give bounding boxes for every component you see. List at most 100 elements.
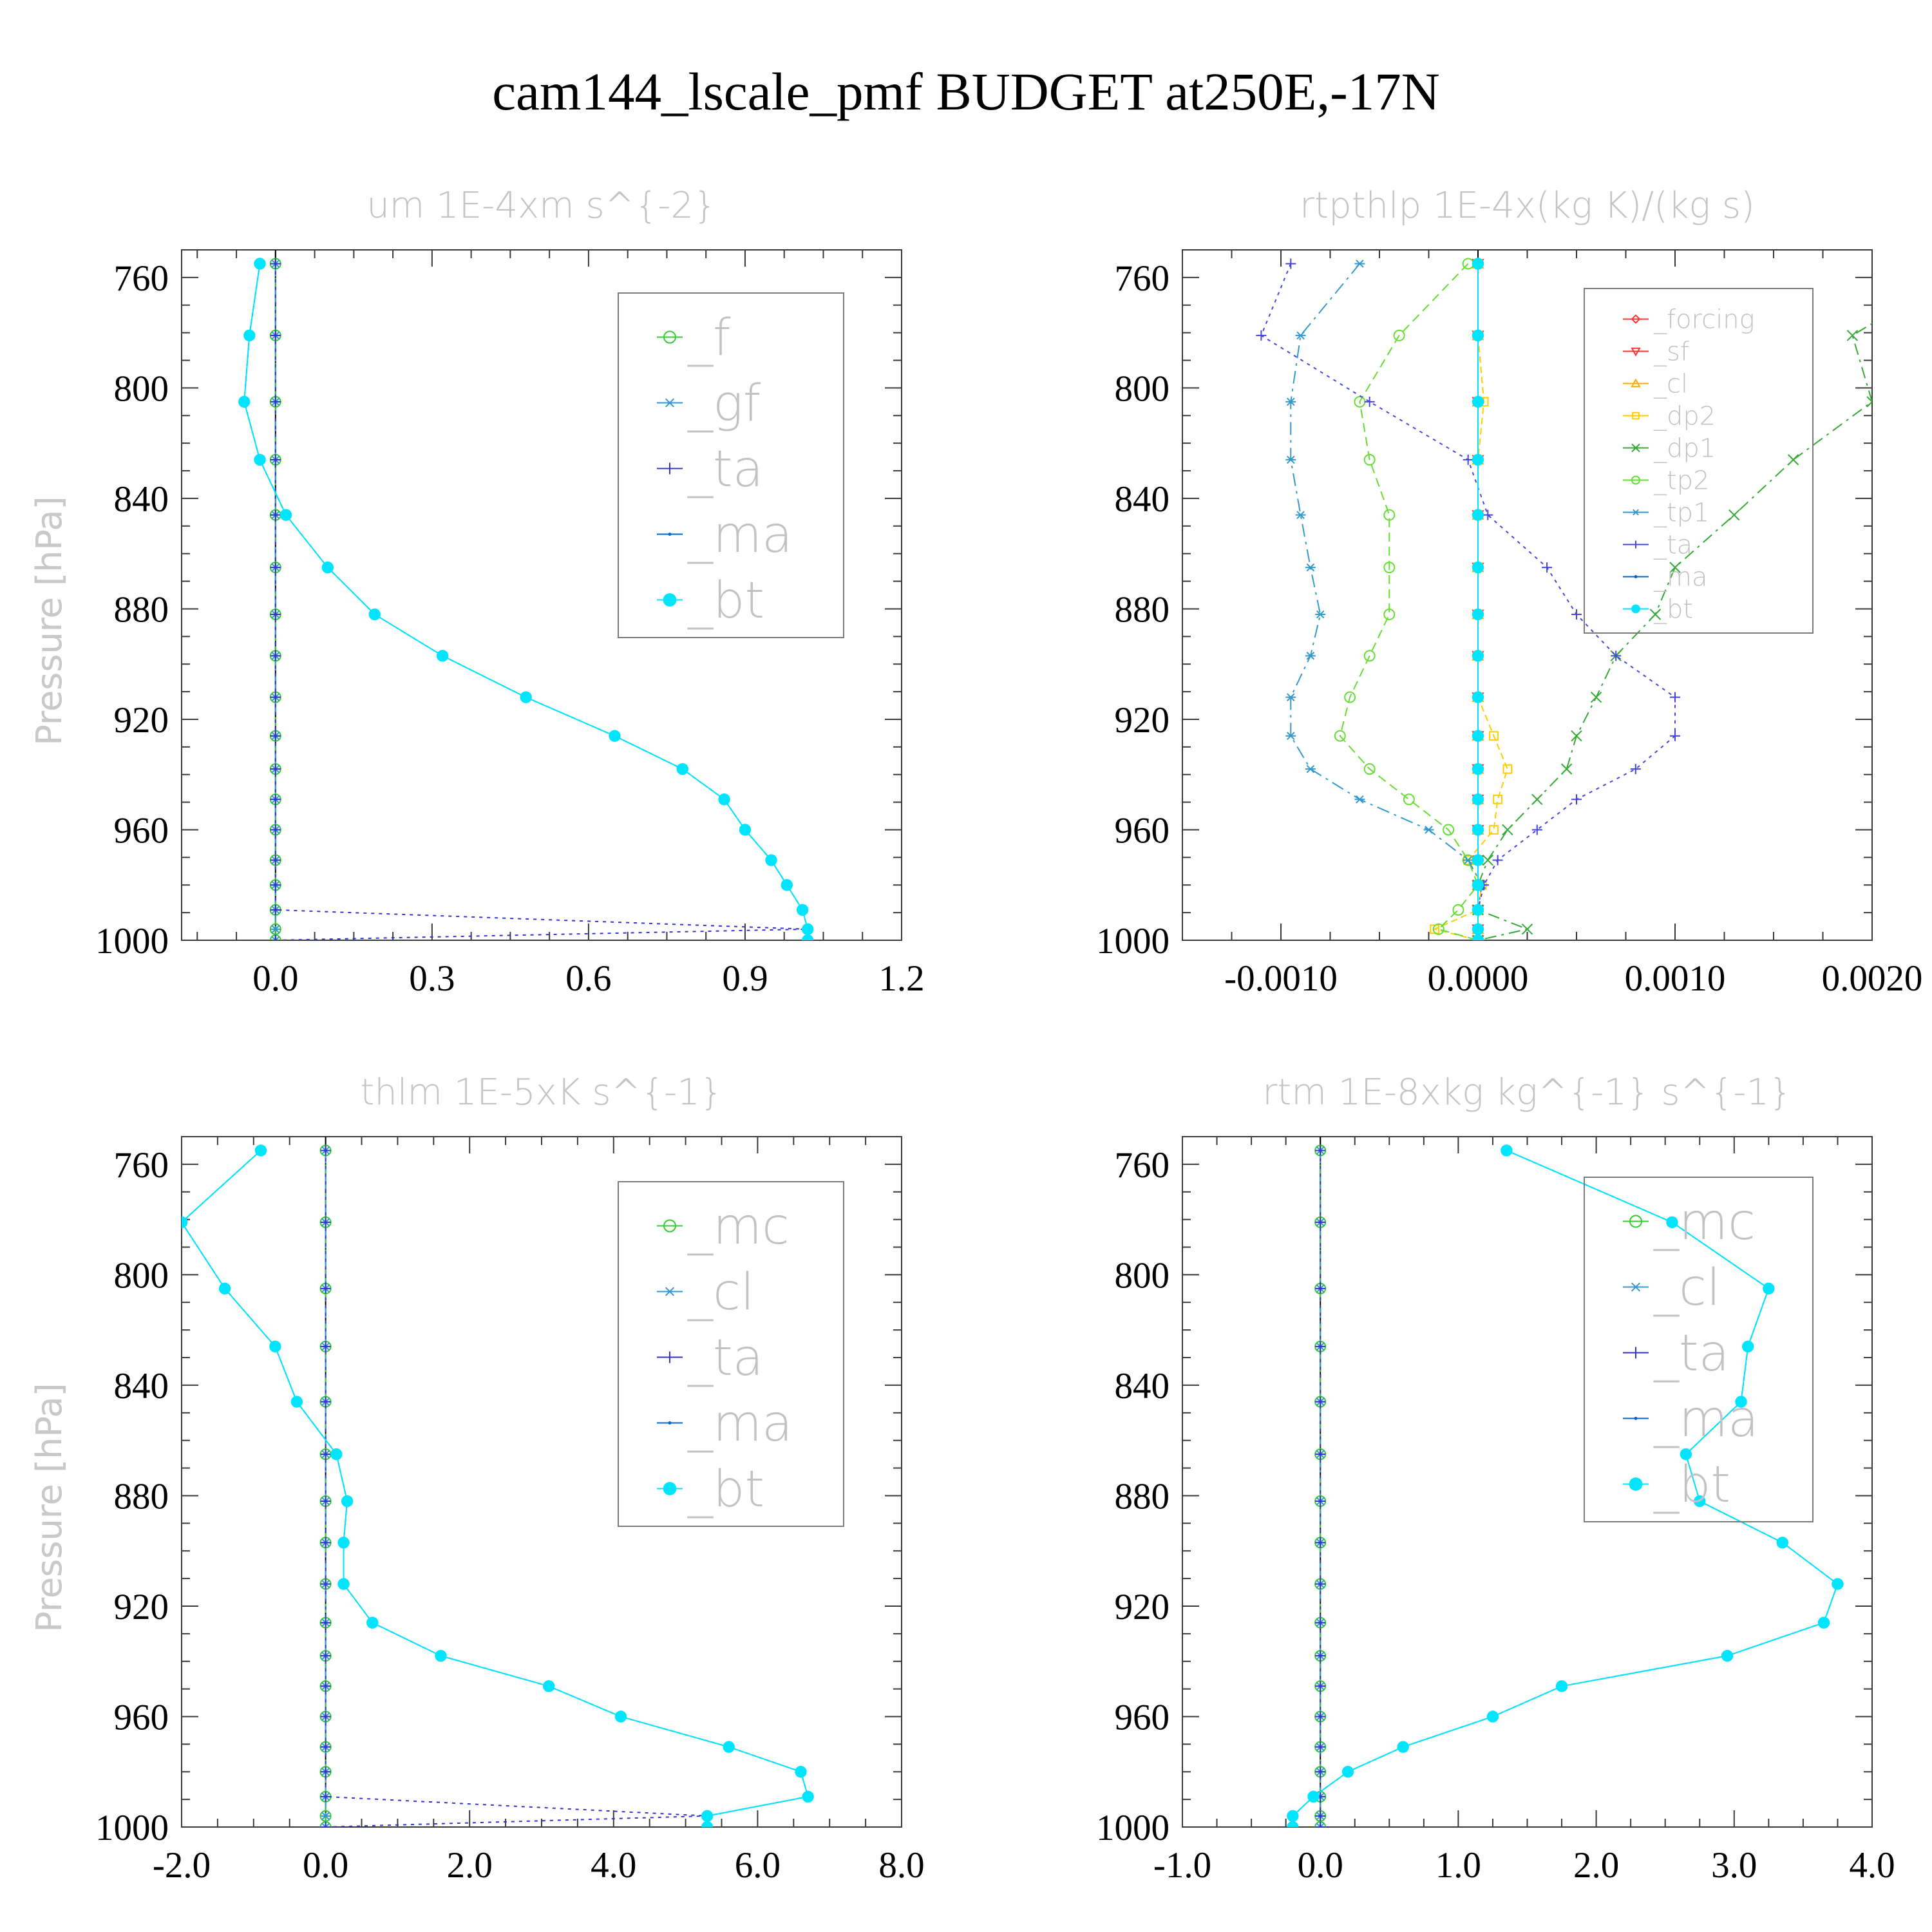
data-point <box>1256 330 1267 341</box>
data-point <box>1571 609 1582 620</box>
data-point <box>1560 763 1573 775</box>
data-point <box>1531 824 1542 835</box>
legend-label: _bt <box>1653 595 1693 625</box>
data-point <box>701 1810 714 1823</box>
data-point <box>1315 610 1326 619</box>
y-tick-label: 800 <box>1115 1255 1170 1296</box>
legend-label: _ta <box>687 440 763 498</box>
x-tick-label: 0.0 <box>252 958 298 999</box>
data-point <box>254 1144 267 1157</box>
data-point <box>1397 1741 1409 1753</box>
data-point <box>1502 824 1513 836</box>
data-point <box>1721 1649 1734 1662</box>
data-point <box>320 1822 331 1827</box>
data-point <box>270 258 281 269</box>
data-point <box>270 454 281 465</box>
data-point <box>1502 764 1513 774</box>
x-tick-label: 0.6 <box>565 958 611 999</box>
data-point <box>1295 511 1306 519</box>
data-point <box>182 1216 188 1229</box>
legend-marker <box>1630 1282 1642 1292</box>
x-tick-label: -2.0 <box>153 1845 211 1886</box>
y-tick-label: 960 <box>114 1697 169 1738</box>
y-tick-label: 760 <box>114 258 169 299</box>
data-point <box>1787 454 1799 466</box>
data-point <box>337 1578 350 1590</box>
x-tick-label: -0.0010 <box>1224 958 1338 999</box>
data-point <box>368 608 381 621</box>
legend-marker <box>1631 443 1640 453</box>
legend-entry: _ta <box>657 440 763 498</box>
data-point <box>1393 329 1405 341</box>
panel-title: thlm 1E-5xK s^{-1} <box>360 1072 723 1113</box>
x-tick-label: 0.0000 <box>1428 958 1529 999</box>
data-point <box>1383 609 1396 621</box>
legend-entry: _ta <box>1623 531 1692 560</box>
data-point <box>1315 1283 1326 1294</box>
y-axis-label: Pressure [hPa] <box>29 496 70 745</box>
data-point <box>1492 855 1503 866</box>
legend-label: _bt <box>687 572 764 630</box>
data-point <box>1482 509 1493 520</box>
data-point <box>1334 730 1346 742</box>
data-point <box>1423 826 1434 834</box>
y-tick-label: 760 <box>1115 258 1170 299</box>
legend-marker <box>1631 314 1641 324</box>
data-point <box>765 854 777 866</box>
legend-label: _mc <box>687 1198 790 1256</box>
data-point <box>320 1617 331 1628</box>
data-point <box>270 692 281 703</box>
panel-title: rtpthlp 1E-4x(kg K)/(kg s) <box>1300 185 1755 227</box>
x-tick-label: 4.0 <box>1849 1845 1895 1886</box>
data-point <box>270 730 281 741</box>
x-tick-label: 1.2 <box>878 958 924 999</box>
data-point <box>1315 1617 1326 1628</box>
legend-marker <box>663 593 677 607</box>
legend-label: _tp1 <box>1653 498 1710 528</box>
data-point <box>320 1145 331 1156</box>
data-point <box>801 923 814 936</box>
data-point <box>781 879 793 891</box>
series-line <box>1432 263 1508 940</box>
legend-label: _cl <box>687 1264 755 1321</box>
data-point <box>1669 562 1681 573</box>
data-point <box>1315 1396 1326 1407</box>
data-point <box>1694 1495 1706 1508</box>
data-point <box>270 936 281 940</box>
legend-entry: _cl <box>1623 1259 1721 1317</box>
legend-marker <box>1632 509 1640 516</box>
data-point <box>243 329 256 342</box>
legend-marker <box>663 1482 677 1495</box>
y-tick-label: 960 <box>1115 1697 1170 1738</box>
data-point <box>270 925 281 934</box>
x-tick-label: 2.0 <box>447 1845 493 1886</box>
x-tick-label: 6.0 <box>735 1845 781 1886</box>
data-point <box>320 1537 331 1548</box>
y-axis-label: Pressure [hPa] <box>29 496 70 745</box>
data-point <box>1285 732 1296 740</box>
series-ma <box>1291 1148 1839 1827</box>
legend-label: _bt <box>687 1461 764 1519</box>
data-point <box>1307 1790 1320 1803</box>
data-point <box>1315 1341 1326 1352</box>
y-tick-label: 1000 <box>95 1808 169 1848</box>
legend-label: _cl <box>1653 1259 1721 1317</box>
y-tick-label: 880 <box>1115 1476 1170 1517</box>
legend-label: _dp1 <box>1653 434 1716 464</box>
data-point <box>802 1790 814 1803</box>
data-point <box>718 793 730 806</box>
legend-marker <box>1632 412 1640 420</box>
data-point <box>1472 453 1484 466</box>
y-tick-label: 960 <box>1115 810 1170 851</box>
legend-marker <box>1631 347 1641 357</box>
legend-entry: _cl <box>1623 370 1688 399</box>
data-point <box>320 1449 331 1460</box>
legend-marker <box>1631 604 1640 614</box>
data-point <box>1305 764 1316 773</box>
panel-3: thlm 1E-5xK s^{-1} Pressure [hPa] -2.0 0.0 2… <box>29 1072 925 1886</box>
legend-entry: _dp1 <box>1623 434 1716 464</box>
legend-marker <box>664 398 676 408</box>
legend-marker <box>1631 378 1641 388</box>
data-point <box>1305 563 1316 572</box>
data-point <box>1680 1448 1692 1461</box>
